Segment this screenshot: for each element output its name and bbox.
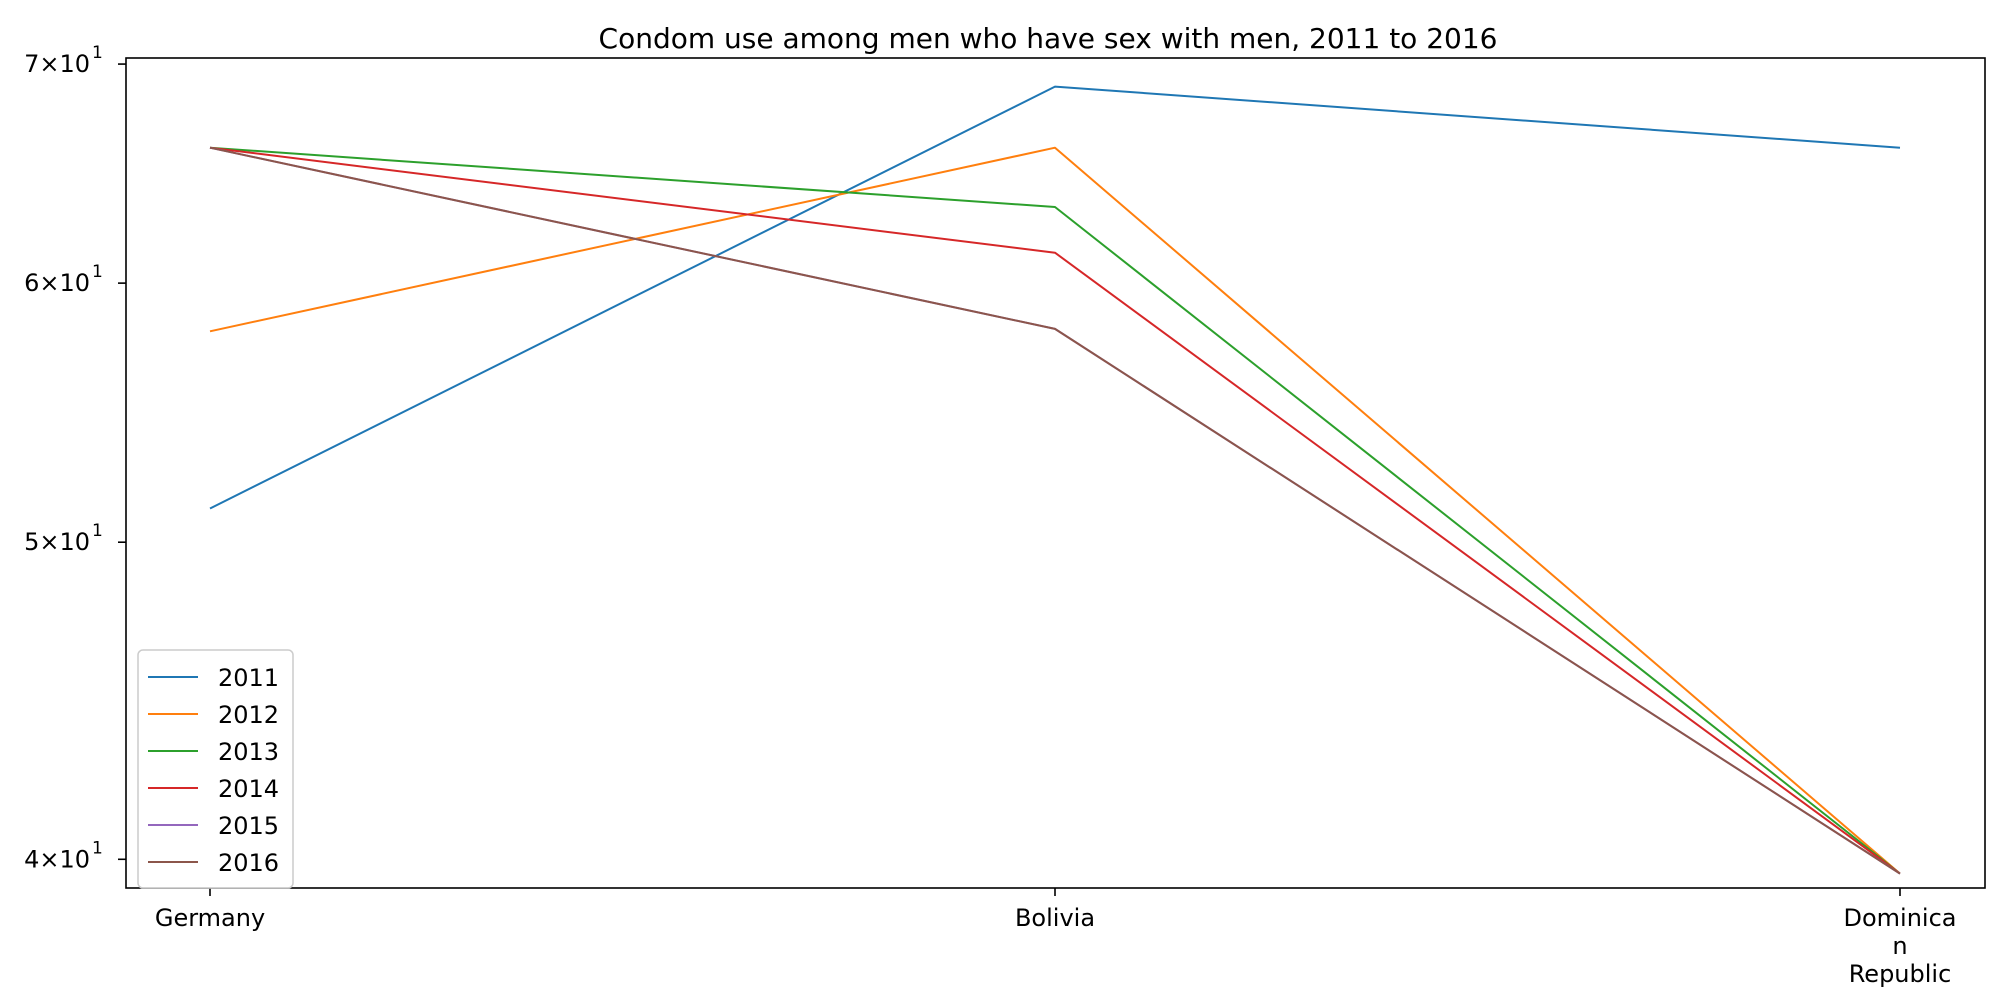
y-tick-exponent: 1 xyxy=(92,838,103,858)
y-axis: 4×10 15×10 16×10 17×10 1 xyxy=(24,43,126,873)
legend-label-2015: 2015 xyxy=(218,812,279,840)
y-tick-label: 5×10 xyxy=(24,528,90,556)
x-tick-label: Dominica xyxy=(1844,904,1957,932)
series-line-2012 xyxy=(209,146,1901,875)
legend: 2011 2012 2013 2014 2015 2016 xyxy=(137,649,294,889)
series-layer xyxy=(209,85,1901,875)
y-tick-exponent: 1 xyxy=(92,521,103,541)
series-line-2015 xyxy=(209,146,1901,875)
series-line-2016 xyxy=(209,146,1901,875)
x-tick-label: Republic xyxy=(1849,960,1952,988)
legend-box xyxy=(137,649,294,889)
legend-label-2014: 2014 xyxy=(218,775,279,803)
legend-label-2011: 2011 xyxy=(218,664,279,692)
y-tick-label: 7×10 xyxy=(24,50,90,78)
y-tick-label: 6×10 xyxy=(24,269,90,297)
plot-frame xyxy=(125,57,1986,889)
x-tick-label: Bolivia xyxy=(1015,904,1095,932)
legend-label-2016: 2016 xyxy=(218,849,279,877)
legend-label-2012: 2012 xyxy=(218,701,279,729)
y-tick-label: 4×10 xyxy=(24,845,90,873)
chart-title: Condom use among men who have sex with m… xyxy=(599,22,1498,55)
x-tick-label: n xyxy=(1892,932,1907,960)
series-line-2014 xyxy=(209,146,1901,875)
series-line-2013 xyxy=(209,146,1901,875)
y-tick-exponent: 1 xyxy=(92,262,103,282)
y-tick-exponent: 1 xyxy=(92,43,103,63)
x-tick-label: Germany xyxy=(155,904,265,932)
legend-label-2013: 2013 xyxy=(218,738,279,766)
series-line-2011 xyxy=(209,85,1901,510)
